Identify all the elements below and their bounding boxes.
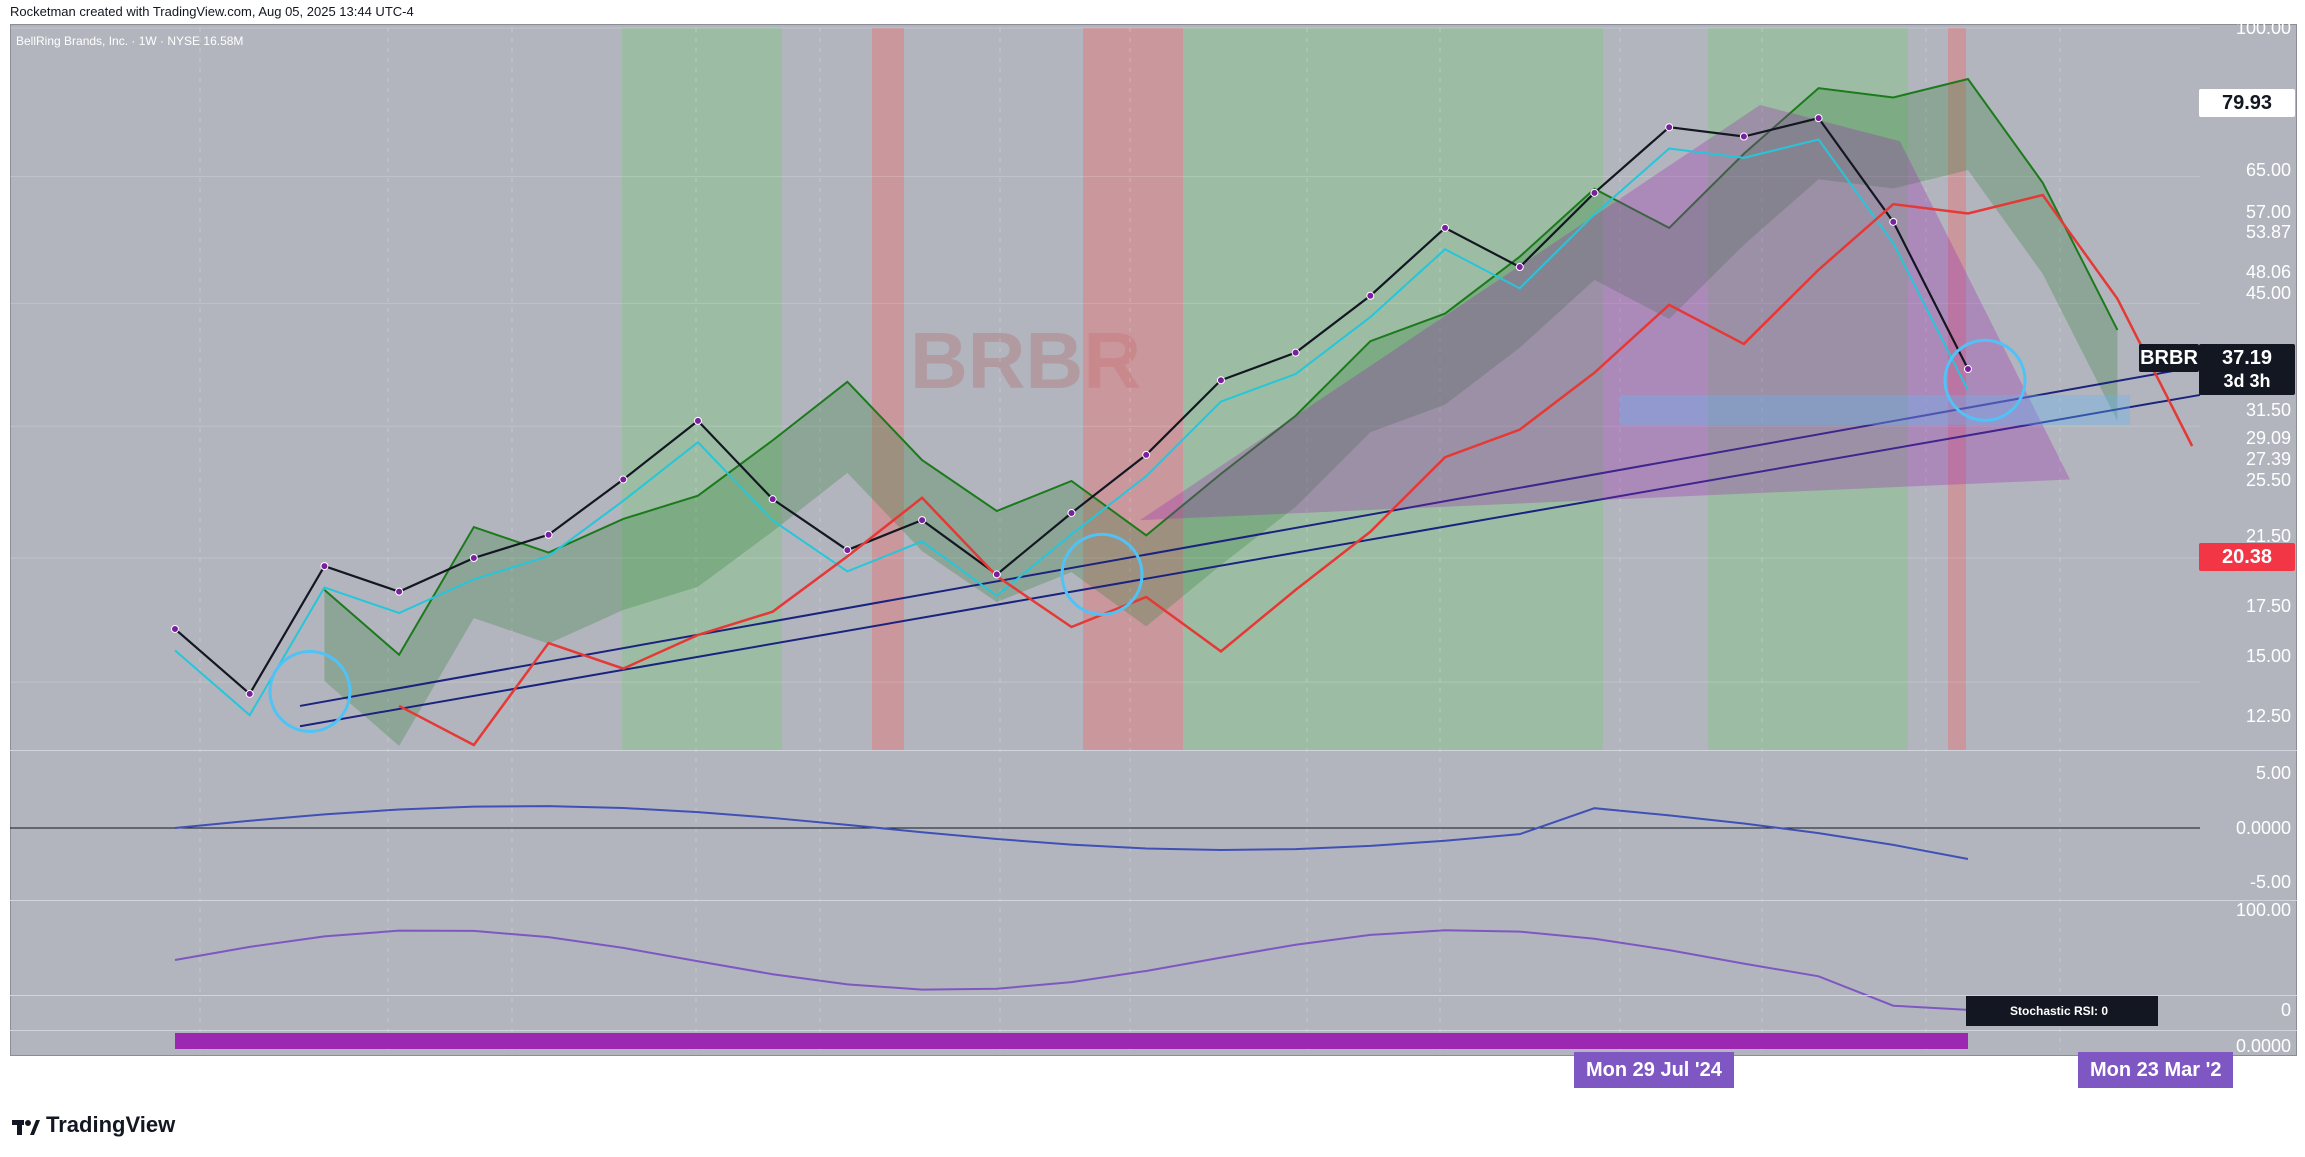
time-tick: Jul [1000, 1060, 1029, 1082]
time-tick: 2024 [1452, 1060, 1497, 1082]
price-tick: 15.00 [2245, 646, 2291, 666]
price-tick: 17.50 [2245, 596, 2291, 616]
price-tick: 21.50 [2245, 526, 2291, 546]
price-tick: 25.50 [2245, 470, 2291, 490]
range-end-date: Mon 23 Mar '2 [2078, 1052, 2234, 1088]
macd-tick: -5.00 [2249, 872, 2291, 892]
price-tick: 31.50 [2245, 400, 2291, 420]
price-tick: 65.00 [2245, 160, 2291, 180]
bar-countdown: 3d 3h [2199, 367, 2295, 395]
time-tick: 2025 [1762, 1060, 1807, 1082]
pane-divider-stoch [10, 995, 2297, 996]
ticker-badge: BRBR [2139, 344, 2199, 372]
price-tick: 29.09 [2245, 428, 2291, 448]
tradingview-brand: TradingView [46, 1112, 176, 1137]
high-price-badge: 79.93 [2199, 89, 2295, 117]
price-tick: 57.00 [2245, 202, 2291, 222]
chart-frame[interactable] [10, 24, 2297, 1056]
time-tick: Jul [388, 1060, 417, 1082]
price-tick: 27.39 [2245, 449, 2291, 469]
time-tick: 2021 [532, 1060, 577, 1082]
time-tick: 2023 [1146, 1060, 1191, 1082]
crosshair-date: Mon 29 Jul '24 [1574, 1052, 1734, 1088]
stochastic-rsi-label: Stochastic RSI: 0 [1966, 996, 2158, 1026]
time-tick: Jul [1307, 1060, 1336, 1082]
macd-tick: 0.0000 [2235, 818, 2291, 838]
rsi-tick: 100.00 [2235, 900, 2291, 920]
symbol-info: BellRing Brands, Inc. · 1W · NYSE 16.58M [16, 34, 243, 48]
time-tick: 2022 [838, 1060, 883, 1082]
symbol-name: BellRing Brands, Inc. · 1W · NYSE [16, 34, 201, 48]
time-tick: Jul [696, 1060, 725, 1082]
pane-divider-macd [10, 750, 2297, 751]
macd-tick: 5.00 [2255, 763, 2291, 783]
ticker-watermark: BRBR [910, 316, 1142, 405]
volume-value: 16.58M [203, 34, 244, 48]
price-tick: 12.50 [2245, 706, 2291, 726]
chart-caption: Rocketman created with TradingView.com, … [10, 4, 414, 19]
tradingview-icon [12, 1116, 40, 1135]
low-price-badge: 20.38 [2199, 543, 2295, 571]
stoch-tick: 0 [2280, 1000, 2291, 1020]
price-tick: 53.87 [2245, 222, 2291, 242]
ribbon-tick: 0.0000 [2235, 1036, 2291, 1056]
price-tick: 45.00 [2245, 283, 2291, 303]
tradingview-logo[interactable]: TradingView [12, 1112, 175, 1138]
price-tick: 48.06 [2245, 262, 2291, 282]
time-tick: 2020 [224, 1060, 269, 1082]
time-tick: Jul [1926, 1060, 1955, 1082]
pane-divider-rsi [10, 900, 2297, 901]
price-tick: 100.00 [2235, 18, 2291, 38]
pane-divider-ribbon [10, 1030, 2297, 1031]
